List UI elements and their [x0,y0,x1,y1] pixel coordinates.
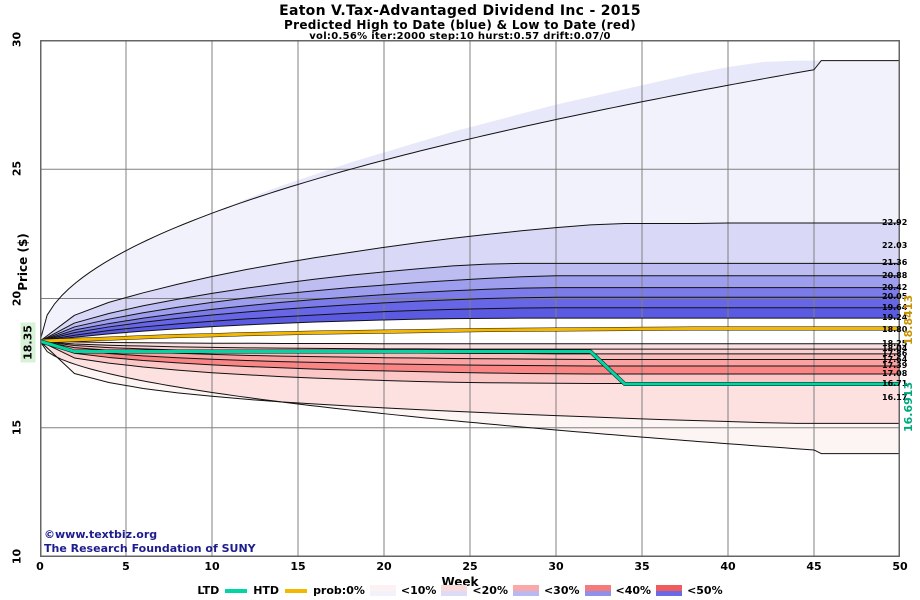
legend-item-prob: prob:0% [310,584,368,597]
legend-band-label-0: <10% [400,584,437,597]
x-tick-30: 30 [548,560,564,573]
chart-title-main: Eaton V.Tax-Advantaged Dividend Inc - 20… [279,3,641,19]
ltd-value-label: 16.6913 [902,381,915,432]
legend-label-ltd: LTD [197,584,220,597]
right-label-8: 18.80 [882,324,908,334]
chart-title-sub: Predicted High to Date (blue) & Low to D… [284,18,636,32]
legend-band-label-4: <50% [687,584,723,597]
legend-band-label-1: <20% [472,584,508,597]
legend-swatch-band-0 [369,585,396,596]
legend-band-label-3: <40% [615,584,652,597]
right-label-6: 19.64 [882,302,908,312]
y-tick-30: 30 [10,31,24,48]
credits: ©www.textbiz.org The Research Foundation… [44,528,256,556]
x-tick-45: 45 [806,560,822,573]
right-label-3: 20.88 [882,270,908,280]
right-label-15: 16.71 [882,378,908,388]
x-tick-35: 35 [634,560,650,573]
right-label-13: 17.39 [882,360,908,370]
right-label-12: 17.64 [882,354,908,364]
x-tick-50: 50 [892,560,908,573]
x-tick-40: 40 [720,560,736,573]
current-price-label: 18.35 [20,322,36,363]
legend-swatch-band-4 [656,585,683,596]
legend-swatch-band-2 [512,585,539,596]
chart-params: vol:0.56% iter:2000 step:10 hurst:0.57 d… [309,31,611,42]
legend-swatch-band-3 [584,585,611,596]
right-label-0: 22.92 [882,218,908,228]
right-label-14: 17.08 [882,368,908,378]
legend-band-label-2: <30% [543,584,580,597]
x-tick-15: 15 [290,560,306,573]
legend-bands: <10% <20% <30% <40% <50% [368,584,726,597]
chart-svg [40,40,900,557]
x-tick-25: 25 [462,560,478,573]
legend-item-ltd: LTD [194,584,250,597]
right-label-11: 17.86 [882,348,908,358]
credit-organization: The Research Foundation of SUNY [44,542,256,555]
credit-website: ©www.textbiz.org [44,528,158,541]
x-tick-5: 5 [122,560,130,573]
right-label-1: 22.03 [882,241,908,251]
legend-swatch-htd [285,588,308,593]
x-tick-20: 20 [376,560,392,573]
y-tick-15: 15 [10,419,24,435]
right-label-4: 20.42 [882,282,908,292]
y-tick-25: 25 [10,161,24,177]
chart-plot-area [40,40,900,557]
legend-swatch-ltd [225,588,248,593]
right-label-9: 18.25 [882,338,908,348]
legend-swatch-band-1 [441,585,468,596]
legend-label-prob: prob:0% [313,584,365,597]
right-label-16: 16.17 [882,392,908,402]
legend-item-htd: HTD [250,584,310,597]
y-tick-20: 20 [10,290,24,306]
right-label-5: 20.05 [882,292,908,302]
right-label-7: 19.24 [882,313,908,323]
htd-value-label: 18.8413 [902,294,915,345]
right-label-2: 21.36 [882,258,908,268]
legend-label-htd: HTD [253,584,280,597]
chart-legend: LTD HTD prob:0% <10% <20% <30% <40% <50% [0,584,920,597]
x-tick-10: 10 [204,560,220,573]
x-tick-0: 0 [36,560,44,573]
right-label-10: 18.04 [882,344,908,354]
y-tick-10: 10 [10,548,24,565]
